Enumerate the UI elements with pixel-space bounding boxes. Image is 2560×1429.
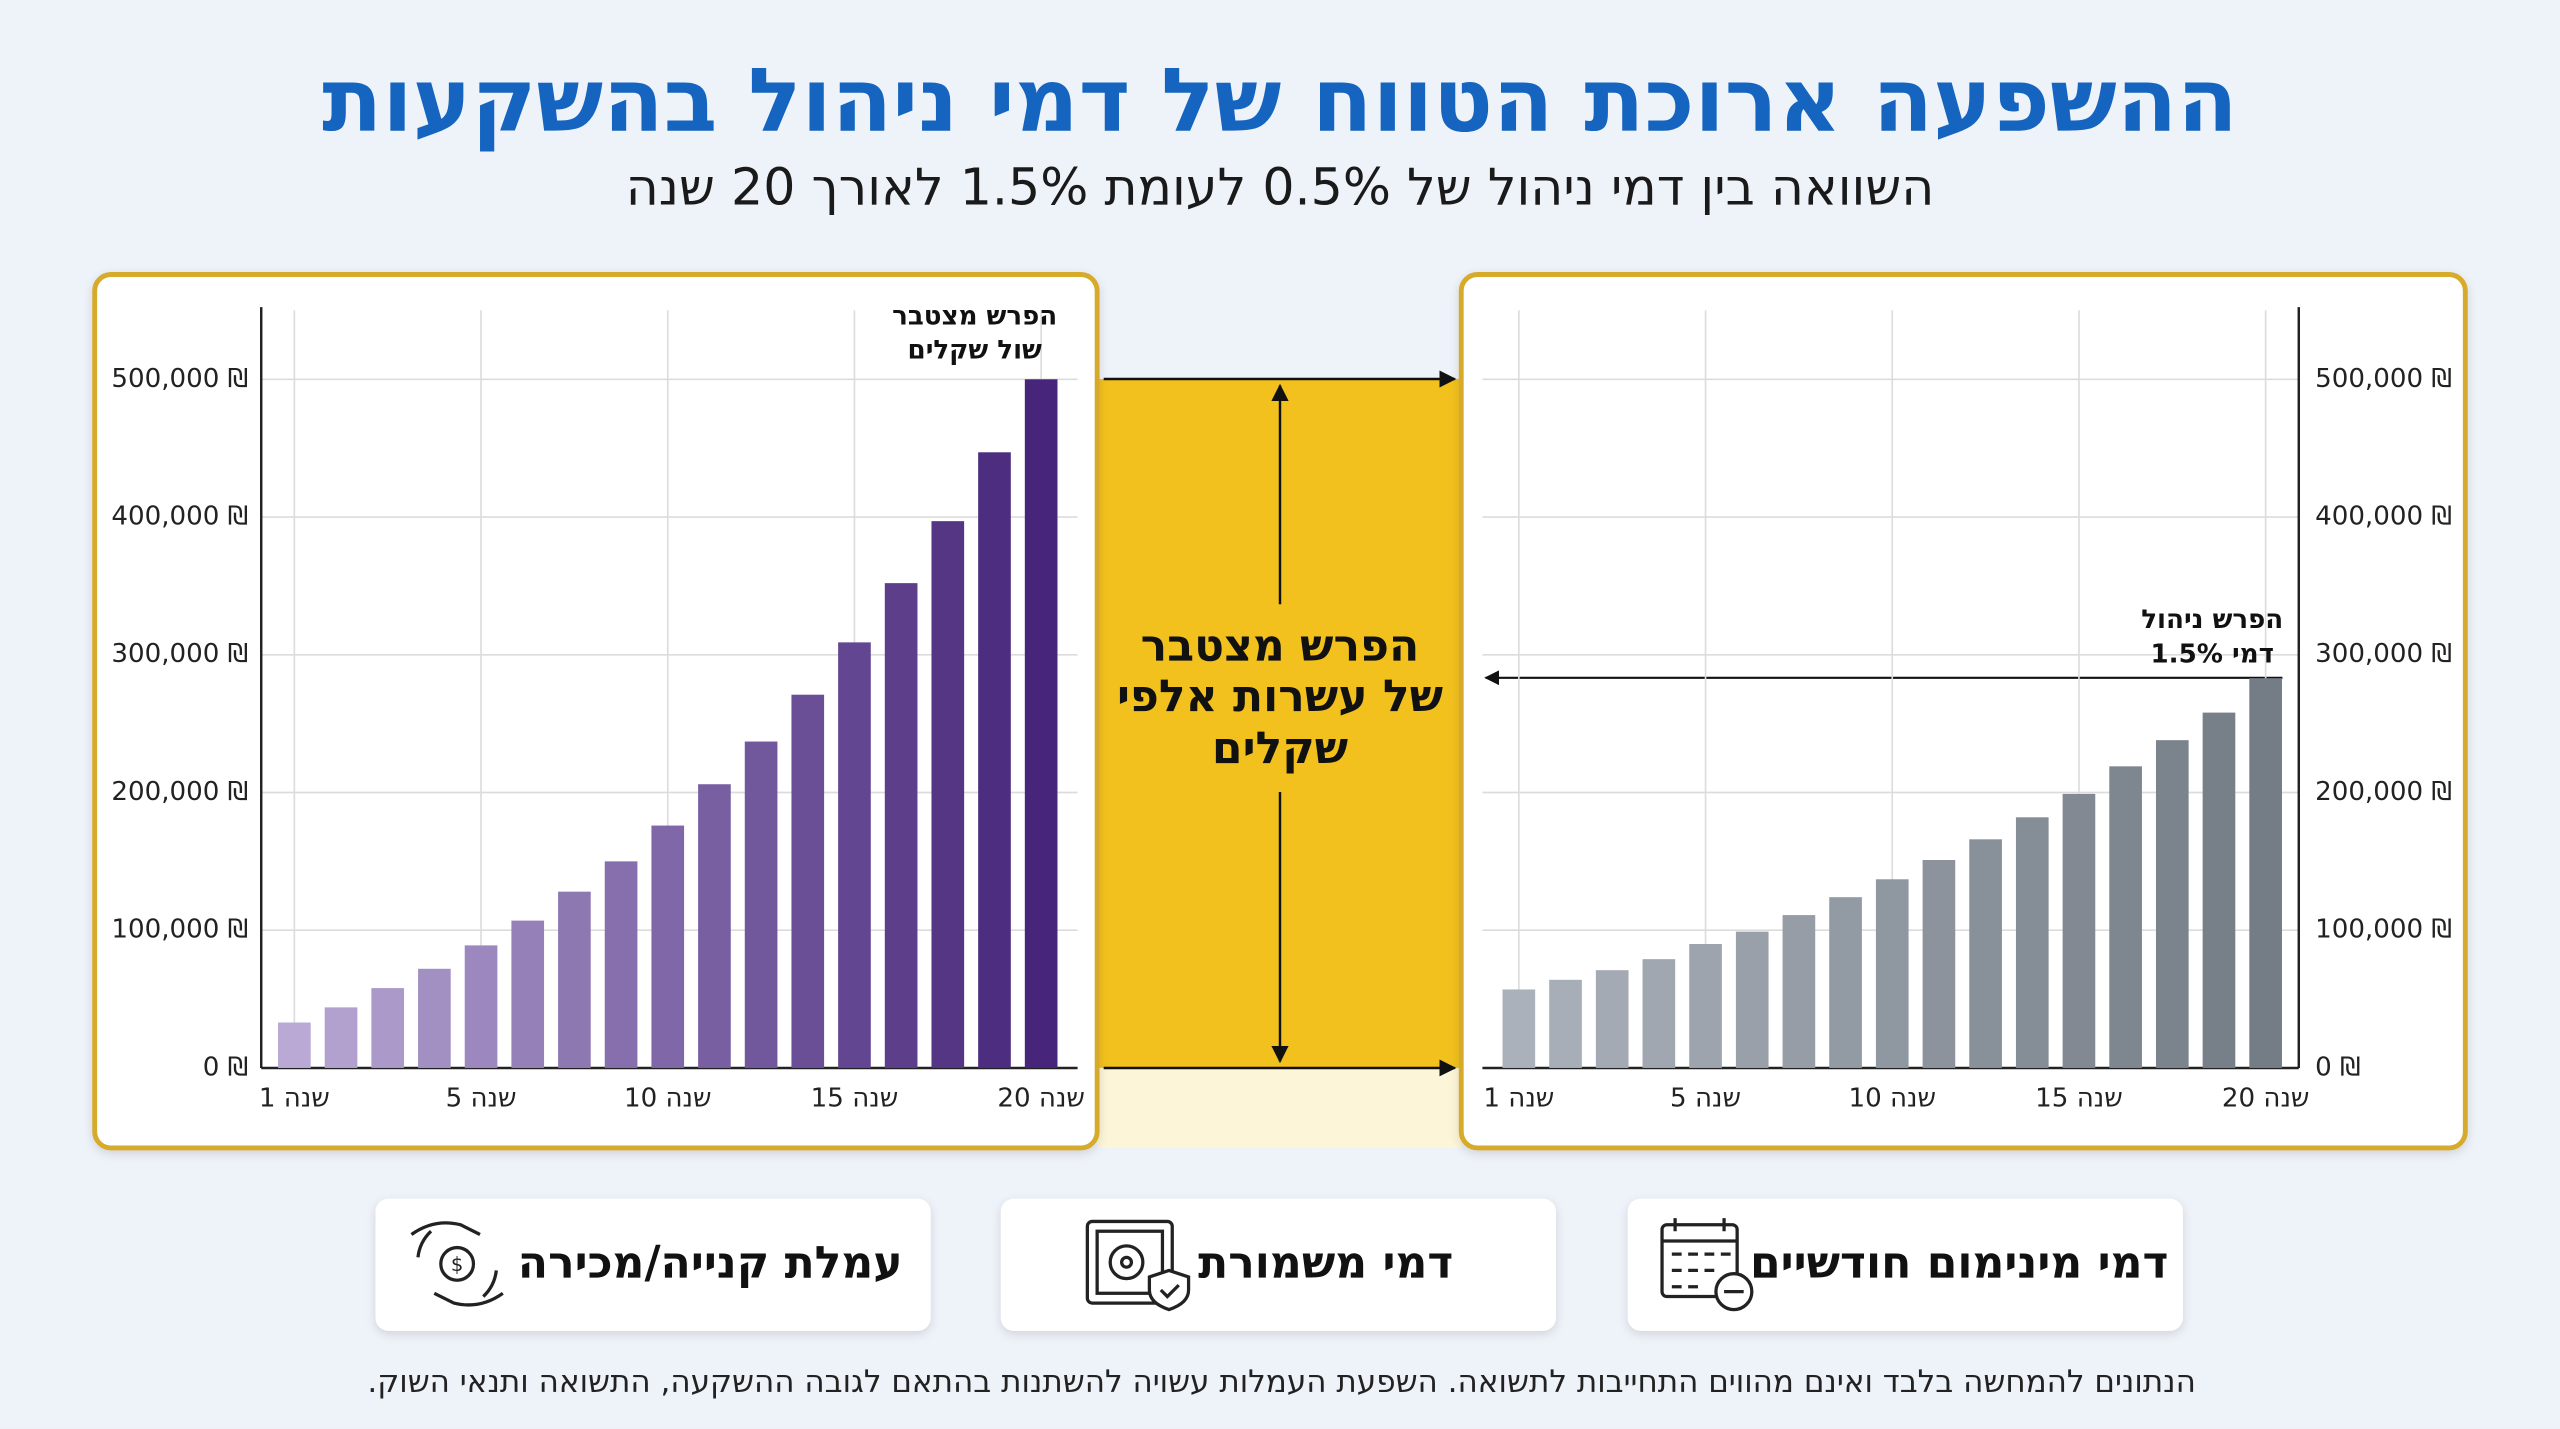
bar [2155, 740, 2189, 1068]
card [375, 1198, 931, 1331]
annotation: שול שקלים [908, 336, 1043, 366]
bar [1024, 379, 1058, 1068]
y-tick-label: 100,000 ₪ [2315, 915, 2452, 945]
x-tick-label: שנה 1 [1483, 1083, 1554, 1113]
svg-text:$: $ [451, 1253, 463, 1276]
y-tick-label: 0 ₪ [2315, 1052, 2360, 1082]
y-tick-label: 100,000 ₪ [111, 915, 248, 945]
feature-label: דמי מינימום חודשיים [1750, 1238, 2168, 1289]
y-tick-label: 200,000 ₪ [111, 777, 248, 807]
y-tick-label: 400,000 ₪ [111, 502, 248, 532]
icon-calendar [1660, 1218, 1754, 1312]
icon-safe [1085, 1219, 1191, 1312]
bar [1689, 944, 1722, 1068]
x-tick-label: שנה 15 [2035, 1083, 2123, 1113]
annotation: הפרש ניהול [2141, 605, 2283, 635]
bar [418, 968, 451, 1068]
annotation: הפרש מצטבר [892, 301, 1057, 331]
bar [1875, 879, 1909, 1068]
x-tick-label: שנה 20 [2222, 1083, 2310, 1113]
y-tick-label: 200,000 ₪ [2315, 777, 2452, 807]
bar [558, 891, 591, 1068]
center-label: שקלים [1212, 723, 1349, 774]
bar [1549, 979, 1582, 1068]
bar [698, 784, 731, 1068]
subtitle: השוואה בין דמי ניהול של 0.5% לעומת 1.5% … [626, 158, 1935, 217]
center-label: של עשרות אלפי [1117, 671, 1444, 722]
bar [791, 694, 825, 1068]
bar [1595, 970, 1629, 1068]
center-band-foot [1097, 1067, 1462, 1148]
y-tick-label: 500,000 ₪ [2315, 364, 2452, 394]
bar [2202, 712, 2236, 1068]
bar [1782, 915, 1816, 1068]
x-tick-label: שנה 10 [624, 1083, 712, 1113]
y-tick-label: 300,000 ₪ [111, 639, 248, 669]
bar [2062, 793, 2096, 1068]
center-label: הפרש מצטבר [1141, 620, 1420, 671]
footnote: הנתונים להמחשה בלבד ואינם מהווים התחייבו… [367, 1364, 2195, 1400]
bar [931, 521, 965, 1068]
bar [838, 642, 871, 1068]
bar [278, 1022, 311, 1068]
feature-card: דמי מינימום חודשיים [1627, 1198, 2183, 1331]
annotation: דמי 1.5% [2151, 639, 2274, 669]
bar [1969, 839, 2002, 1068]
bar [884, 583, 918, 1068]
y-tick-label: 500,000 ₪ [111, 364, 248, 394]
bar [744, 741, 778, 1068]
bar [464, 945, 498, 1068]
bar [371, 988, 405, 1068]
x-tick-label: שנה 20 [997, 1083, 1085, 1113]
title: ההשפעה ארוכת הטווח של דמי ניהול בהשקעות [322, 49, 2238, 152]
card [1627, 1198, 2183, 1331]
bar [511, 920, 545, 1068]
bar [604, 861, 638, 1068]
bar [1735, 931, 1769, 1068]
bar [651, 825, 685, 1068]
bar [1829, 897, 1862, 1068]
x-tick-label: שנה 10 [1848, 1083, 1936, 1113]
y-tick-label: 300,000 ₪ [2315, 639, 2452, 669]
bar [2015, 817, 2049, 1068]
bar [2249, 678, 2282, 1068]
y-tick-label: 0 ₪ [203, 1052, 248, 1082]
y-tick-label: 400,000 ₪ [2315, 502, 2452, 532]
bar [1642, 959, 1676, 1068]
feature-label: עמלת קנייה/מכירה [518, 1238, 903, 1289]
x-tick-label: שנה 5 [446, 1083, 517, 1113]
bar [2109, 766, 2142, 1068]
x-tick-label: שנה 1 [259, 1083, 330, 1113]
feature-label: דמי משמורת [1198, 1238, 1453, 1289]
x-tick-label: שנה 5 [1670, 1083, 1741, 1113]
bar [1502, 989, 1536, 1068]
feature-card: דמי משמורת [1000, 1198, 1556, 1331]
bar [1922, 859, 1956, 1068]
feature-card: עמלת קנייה/מכירה $ [375, 1198, 931, 1331]
bar [324, 1007, 358, 1068]
bar [978, 452, 1011, 1068]
x-tick-label: שנה 15 [811, 1083, 899, 1113]
icon-exchange: $ [410, 1221, 504, 1307]
